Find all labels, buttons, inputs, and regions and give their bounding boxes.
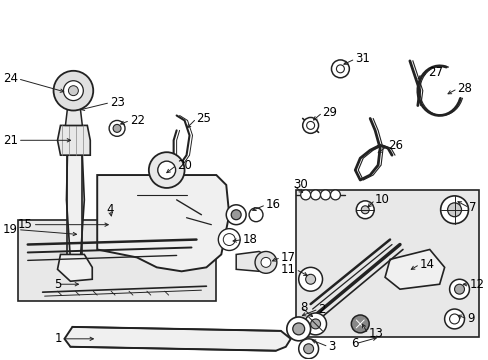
Text: 17: 17: [280, 251, 295, 264]
Circle shape: [68, 86, 78, 96]
Text: 16: 16: [265, 198, 281, 211]
Polygon shape: [97, 175, 229, 271]
Text: 4: 4: [106, 203, 114, 216]
Circle shape: [261, 257, 270, 267]
Polygon shape: [236, 252, 270, 271]
Text: 15: 15: [18, 218, 33, 231]
Text: 29: 29: [322, 106, 337, 119]
Circle shape: [447, 203, 461, 217]
Circle shape: [356, 201, 373, 219]
Circle shape: [302, 117, 318, 133]
Text: 21: 21: [3, 134, 18, 147]
Circle shape: [218, 229, 240, 251]
Circle shape: [113, 125, 121, 132]
Circle shape: [53, 71, 93, 111]
Polygon shape: [58, 125, 90, 155]
Text: 13: 13: [367, 327, 382, 340]
Text: 24: 24: [3, 72, 18, 85]
Text: 9: 9: [467, 312, 474, 325]
Circle shape: [248, 208, 263, 222]
Circle shape: [298, 267, 322, 291]
Text: 7: 7: [468, 201, 476, 214]
Text: 19: 19: [3, 223, 18, 236]
Polygon shape: [58, 255, 92, 281]
Circle shape: [361, 206, 368, 214]
Circle shape: [300, 190, 310, 200]
Circle shape: [306, 121, 314, 129]
Circle shape: [440, 196, 468, 224]
Text: 27: 27: [427, 66, 442, 79]
Text: 26: 26: [387, 139, 402, 152]
Circle shape: [444, 309, 464, 329]
Circle shape: [255, 252, 276, 273]
Circle shape: [223, 234, 235, 246]
Circle shape: [331, 60, 348, 78]
Circle shape: [231, 210, 241, 220]
Circle shape: [310, 319, 320, 329]
Text: 28: 28: [457, 82, 471, 95]
Circle shape: [109, 121, 125, 136]
Text: 31: 31: [355, 53, 369, 66]
Polygon shape: [66, 155, 84, 260]
Text: 20: 20: [176, 159, 191, 172]
Text: 18: 18: [243, 233, 258, 246]
Text: 14: 14: [419, 258, 434, 271]
Text: 5: 5: [54, 278, 61, 291]
Circle shape: [148, 152, 184, 188]
Circle shape: [320, 190, 330, 200]
Circle shape: [310, 190, 320, 200]
Text: 10: 10: [374, 193, 389, 206]
Circle shape: [226, 205, 245, 225]
Text: 25: 25: [196, 112, 211, 125]
Polygon shape: [64, 327, 290, 351]
Circle shape: [336, 65, 344, 73]
Circle shape: [63, 81, 83, 100]
Text: 2: 2: [318, 302, 325, 315]
Text: 6: 6: [351, 337, 358, 350]
Text: 23: 23: [110, 96, 125, 109]
Text: 30: 30: [292, 179, 307, 192]
Polygon shape: [65, 108, 82, 125]
Circle shape: [158, 161, 175, 179]
Circle shape: [448, 279, 468, 299]
FancyBboxPatch shape: [295, 190, 478, 337]
FancyBboxPatch shape: [18, 220, 216, 301]
Text: 11: 11: [280, 263, 295, 276]
Text: 3: 3: [328, 340, 335, 353]
Circle shape: [454, 284, 464, 294]
Circle shape: [304, 313, 326, 335]
Circle shape: [448, 314, 459, 324]
Circle shape: [292, 323, 304, 335]
Circle shape: [303, 344, 313, 354]
Circle shape: [286, 317, 310, 341]
Text: 12: 12: [468, 278, 484, 291]
Text: 22: 22: [130, 114, 144, 127]
Circle shape: [298, 339, 318, 359]
Text: 8: 8: [300, 301, 307, 314]
Circle shape: [305, 274, 315, 284]
Circle shape: [350, 315, 368, 333]
Text: 1: 1: [55, 332, 62, 345]
Polygon shape: [384, 249, 444, 289]
Circle shape: [330, 190, 340, 200]
